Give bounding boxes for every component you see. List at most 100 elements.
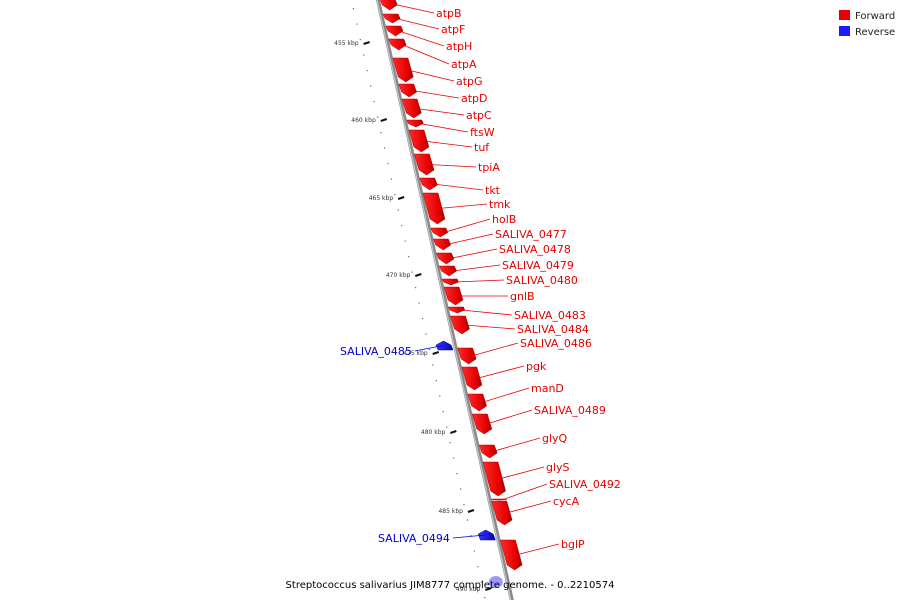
gene-label-SALIVA_0478[interactable]: SALIVA_0478 [499,243,571,256]
gene-block-glyS[interactable] [482,461,506,497]
gene-label-tmk[interactable]: tmk [489,198,511,211]
gene-leader-line [449,248,498,259]
sequence-backbone [375,0,514,600]
gene-block-atpH[interactable] [385,25,404,37]
gene-label-SALIVA_0479[interactable]: SALIVA_0479 [502,259,574,272]
gene-block-bglP[interactable] [500,539,523,571]
ruler-tick-label: 465 kbp [369,195,394,202]
gene-block-glyQ[interactable] [478,444,498,459]
gene-label-bglP[interactable]: bglP [561,538,585,551]
gene-block-SALIVA_0483[interactable] [448,306,466,314]
gene-label-glyS[interactable]: glyS [546,461,570,474]
gene-block-tpiA[interactable] [414,153,435,176]
gene-leader-line [481,387,530,403]
gene-label-tkt[interactable]: tkt [485,184,501,197]
gene-block-pgk[interactable] [461,366,483,391]
gene-label-SALIVA_0483[interactable]: SALIVA_0483 [514,309,586,322]
legend-reverse-label: Reverse [855,27,895,38]
ruler-minor-tick [442,411,444,413]
ruler-minor-tick [380,132,382,134]
gene-label-atpG[interactable]: atpG [456,75,483,88]
gene-label-manD[interactable]: manD [531,382,564,395]
ruler-minor-tick [356,23,358,25]
gene-label-SALIVA_0494[interactable]: SALIVA_0494 [378,532,450,545]
gene-label-atpC[interactable]: atpC [466,109,492,122]
gene-block-SALIVA_0479[interactable] [438,265,457,277]
gene-block-tuf[interactable] [408,129,430,153]
gene-label-atpA[interactable]: atpA [451,58,477,71]
label-layer: atpB atpF atpH atpA atpG atpD atpC ftsW tuf tpiA t… [340,3,621,556]
gene-block-atpA[interactable] [388,38,407,51]
gene-block-SALIVA_0485[interactable] [435,340,454,351]
gene-block-offscreen[interactable] [488,576,503,588]
gene-leader-line [423,140,473,148]
gene-label-tuf[interactable]: tuf [474,141,490,154]
gene-label-SALIVA_0480[interactable]: SALIVA_0480 [506,274,578,287]
gene-leader-line [452,264,501,272]
gene-block-SALIVA_0477[interactable] [432,238,452,251]
ruler-minor-tick [397,209,399,211]
gene-block-manD[interactable] [467,393,487,412]
gene-label-SALIVA_0489[interactable]: SALIVA_0489 [534,404,606,417]
gene-label-atpF[interactable]: atpF [441,23,465,36]
ruler-minor-tick [401,225,403,227]
legend-forward-label: Forward [855,11,895,22]
gene-label-SALIVA_0492[interactable]: SALIVA_0492 [549,478,621,491]
gene-block-atpC[interactable] [401,98,422,119]
gene-block-atpF[interactable] [382,13,401,24]
gene-label-atpH[interactable]: atpH [446,40,472,53]
ruler-minor-tick [446,426,448,428]
gene-block-SALIVA_0480[interactable] [441,278,459,286]
ruler-minor-tick [484,597,486,599]
gene-block-gnlB[interactable] [443,286,464,306]
gene-label-pgk[interactable]: pgk [526,360,547,373]
ruler-tick-label: 485 kbp [438,508,463,515]
gene-label-atpB[interactable]: atpB [436,7,462,20]
gene-block-atpD[interactable] [398,83,417,98]
gene-leader-line [443,218,491,233]
ruler-minor-tick [394,194,396,196]
gene-leader-line [452,534,486,539]
ruler-minor-tick [383,147,386,149]
ruler-major-tick [380,118,388,122]
gene-block-SALIVA_0489[interactable] [471,413,493,435]
gene-block-tmk[interactable] [422,192,446,225]
gene-block-ftsW[interactable] [406,119,424,128]
gene-leader-line [492,437,541,452]
ruler-tick-label: 460 kbp [351,117,376,124]
gene-label-gnlB[interactable]: gnlB [510,290,535,303]
ruler-minor-tick [459,488,462,490]
ruler-minor-tick [408,256,410,258]
gene-block-cycA[interactable] [491,500,513,526]
gene-label-atpD[interactable]: atpD [461,92,488,105]
ruler-major-tick [363,41,370,45]
ruler-minor-tick [359,39,361,41]
gene-block-SALIVA_0484[interactable] [450,315,470,335]
gene-leader-line [446,233,494,245]
ruler-minor-tick [439,395,441,397]
gene-label-tpiA[interactable]: tpiA [478,161,500,174]
gene-block-SALIVA_0494[interactable] [477,529,496,541]
gene-leader-line [515,543,560,556]
gene-block-holB[interactable] [430,227,449,238]
ruler-minor-tick [466,519,469,521]
gene-label-ftsW[interactable]: ftsW [470,126,495,139]
feature-layer [380,0,523,588]
gene-label-holB[interactable]: holB [492,213,516,226]
gene-block-tkt[interactable] [419,177,438,191]
gene-label-SALIVA_0486[interactable]: SALIVA_0486 [520,337,592,350]
legend-reverse-swatch [839,26,850,36]
gene-block-SALIVA_0486[interactable] [457,347,477,365]
gene-block-atpG[interactable] [392,57,414,83]
gene-label-SALIVA_0485[interactable]: SALIVA_0485 [340,345,412,358]
ruler-minor-tick [404,240,406,242]
gene-label-SALIVA_0484[interactable]: SALIVA_0484 [517,323,589,336]
gene-label-SALIVA_0477[interactable]: SALIVA_0477 [495,228,567,241]
gene-label-cycA[interactable]: cycA [553,495,580,508]
gene-block-SALIVA_0478[interactable] [436,252,455,265]
gene-label-glyQ[interactable]: glyQ [542,432,568,445]
gene-leader-line [398,30,445,47]
ruler-minor-tick [453,457,455,459]
gene-block-atpB[interactable] [380,0,398,11]
